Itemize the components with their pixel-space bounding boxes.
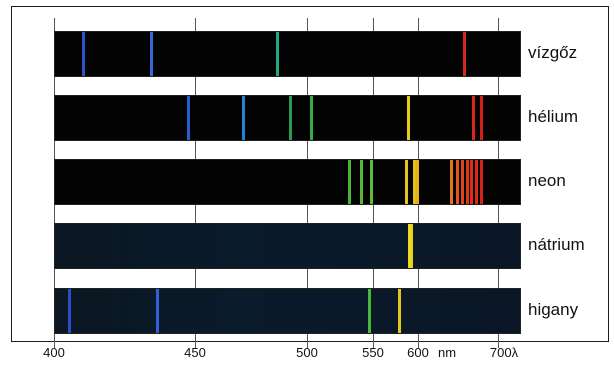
emission-line-higany-578 bbox=[398, 289, 402, 333]
emission-line-neon-540 bbox=[359, 160, 363, 204]
emission-line-higany-405 bbox=[68, 289, 72, 333]
axis-tick-500: 500 bbox=[296, 345, 318, 360]
element-label-neon: neon bbox=[528, 171, 566, 190]
element-label-vizgoz: vízgőz bbox=[528, 43, 578, 62]
emission-line-natrium-589 bbox=[408, 224, 412, 268]
emission-line-neon-660 bbox=[466, 160, 469, 204]
spectrum-strip-neon bbox=[54, 159, 521, 205]
axis-tick-400: 400 bbox=[43, 345, 65, 360]
emission-line-helium-492 bbox=[289, 96, 293, 140]
emission-line-vizgoz-486 bbox=[275, 32, 279, 76]
spectrum-strip-higany bbox=[54, 288, 521, 334]
spectrum-strip-vizgoz bbox=[54, 31, 521, 77]
element-label-higany: higany bbox=[528, 300, 579, 319]
emission-line-helium-678 bbox=[480, 96, 484, 140]
emission-line-neon-594 bbox=[412, 160, 416, 204]
emission-line-helium-447 bbox=[186, 96, 190, 140]
spectrum-strip-helium bbox=[54, 95, 521, 141]
emission-line-natrium-591 bbox=[409, 224, 413, 268]
emission-line-vizgoz-434 bbox=[149, 32, 153, 76]
emission-line-neon-531 bbox=[347, 160, 351, 204]
emission-line-neon-654 bbox=[461, 160, 465, 204]
emission-line-neon-671 bbox=[474, 160, 478, 204]
emission-line-neon-598 bbox=[416, 160, 420, 204]
emission-line-helium-502 bbox=[309, 96, 313, 140]
axis-unit-label: nm bbox=[438, 345, 457, 360]
emission-line-neon-665 bbox=[470, 160, 473, 204]
emission-line-helium-471 bbox=[242, 96, 246, 140]
emission-line-helium-668 bbox=[472, 96, 476, 140]
element-label-helium: hélium bbox=[528, 107, 579, 126]
element-label-natrium: nátrium bbox=[528, 235, 585, 254]
emission-line-neon-585 bbox=[404, 160, 408, 204]
emission-line-vizgoz-410 bbox=[82, 32, 86, 76]
emission-line-vizgoz-656 bbox=[462, 32, 466, 76]
emission-line-neon-548 bbox=[370, 160, 374, 204]
axis-tick-550: 550 bbox=[362, 345, 384, 360]
emission-line-helium-588 bbox=[407, 96, 411, 140]
axis-tick-600: 600 bbox=[407, 345, 429, 360]
emission-line-neon-640 bbox=[450, 160, 453, 204]
spectrum-strip-natrium bbox=[54, 223, 521, 269]
axis-tick-450: 450 bbox=[184, 345, 206, 360]
emission-line-higany-546 bbox=[367, 289, 371, 333]
emission-line-neon-648 bbox=[456, 160, 460, 204]
emission-line-neon-678 bbox=[480, 160, 484, 204]
figure-frame bbox=[11, 6, 609, 342]
axis-tick-700: 700λ bbox=[489, 345, 519, 360]
emission-line-higany-436 bbox=[155, 289, 159, 333]
